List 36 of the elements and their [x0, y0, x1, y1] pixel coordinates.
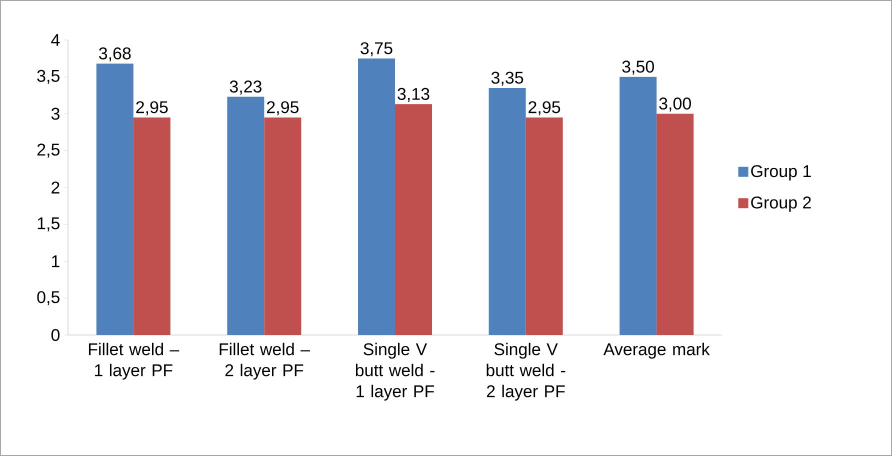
bar: [96, 64, 134, 336]
bar: [488, 88, 526, 336]
data-label: 2,95: [528, 101, 560, 116]
bar: [656, 114, 694, 336]
bar: [620, 76, 657, 336]
data-label: 2,95: [136, 101, 168, 116]
bar: [358, 58, 395, 336]
y-tick-label: 1: [52, 255, 60, 268]
legend-label: Group 1: [751, 165, 811, 181]
bar: [264, 117, 302, 336]
y-tick-label: 1,5: [38, 217, 60, 232]
y-tick-label: 4: [51, 34, 60, 46]
data-label: 3,13: [398, 88, 430, 102]
x-tick-label: Single V butt weld - 2 layer PF: [486, 342, 566, 401]
data-label: 3,35: [491, 72, 524, 86]
bar: [395, 104, 432, 336]
y-tick-label: 2: [52, 182, 60, 194]
bar: [133, 117, 170, 336]
x-tick-label: Fillet weld – 2 layer PF: [220, 342, 310, 380]
y-tick-label: 2,5: [37, 144, 60, 158]
bar: [227, 96, 264, 336]
y-tick-label: 0,5: [37, 291, 60, 306]
y-tick-label: 3: [51, 108, 60, 120]
data-label: 3,50: [622, 60, 654, 75]
data-label: 3,68: [99, 47, 131, 62]
x-tick-label: Single V butt weld - 1 layer PF: [356, 342, 434, 401]
x-tick-label: Fillet weld – 1 layer PF: [88, 342, 180, 380]
data-label: 3,00: [659, 98, 691, 112]
bar: [526, 117, 563, 336]
data-label: 3,23: [230, 80, 262, 95]
data-label: 3,75: [360, 42, 392, 56]
legend-label: Group 2: [751, 196, 811, 212]
y-tick-label: 0: [51, 328, 60, 342]
x-tick-label: Average mark: [603, 342, 710, 359]
data-label: 2,95: [267, 101, 299, 116]
y-tick-label: 3,5: [37, 70, 60, 84]
